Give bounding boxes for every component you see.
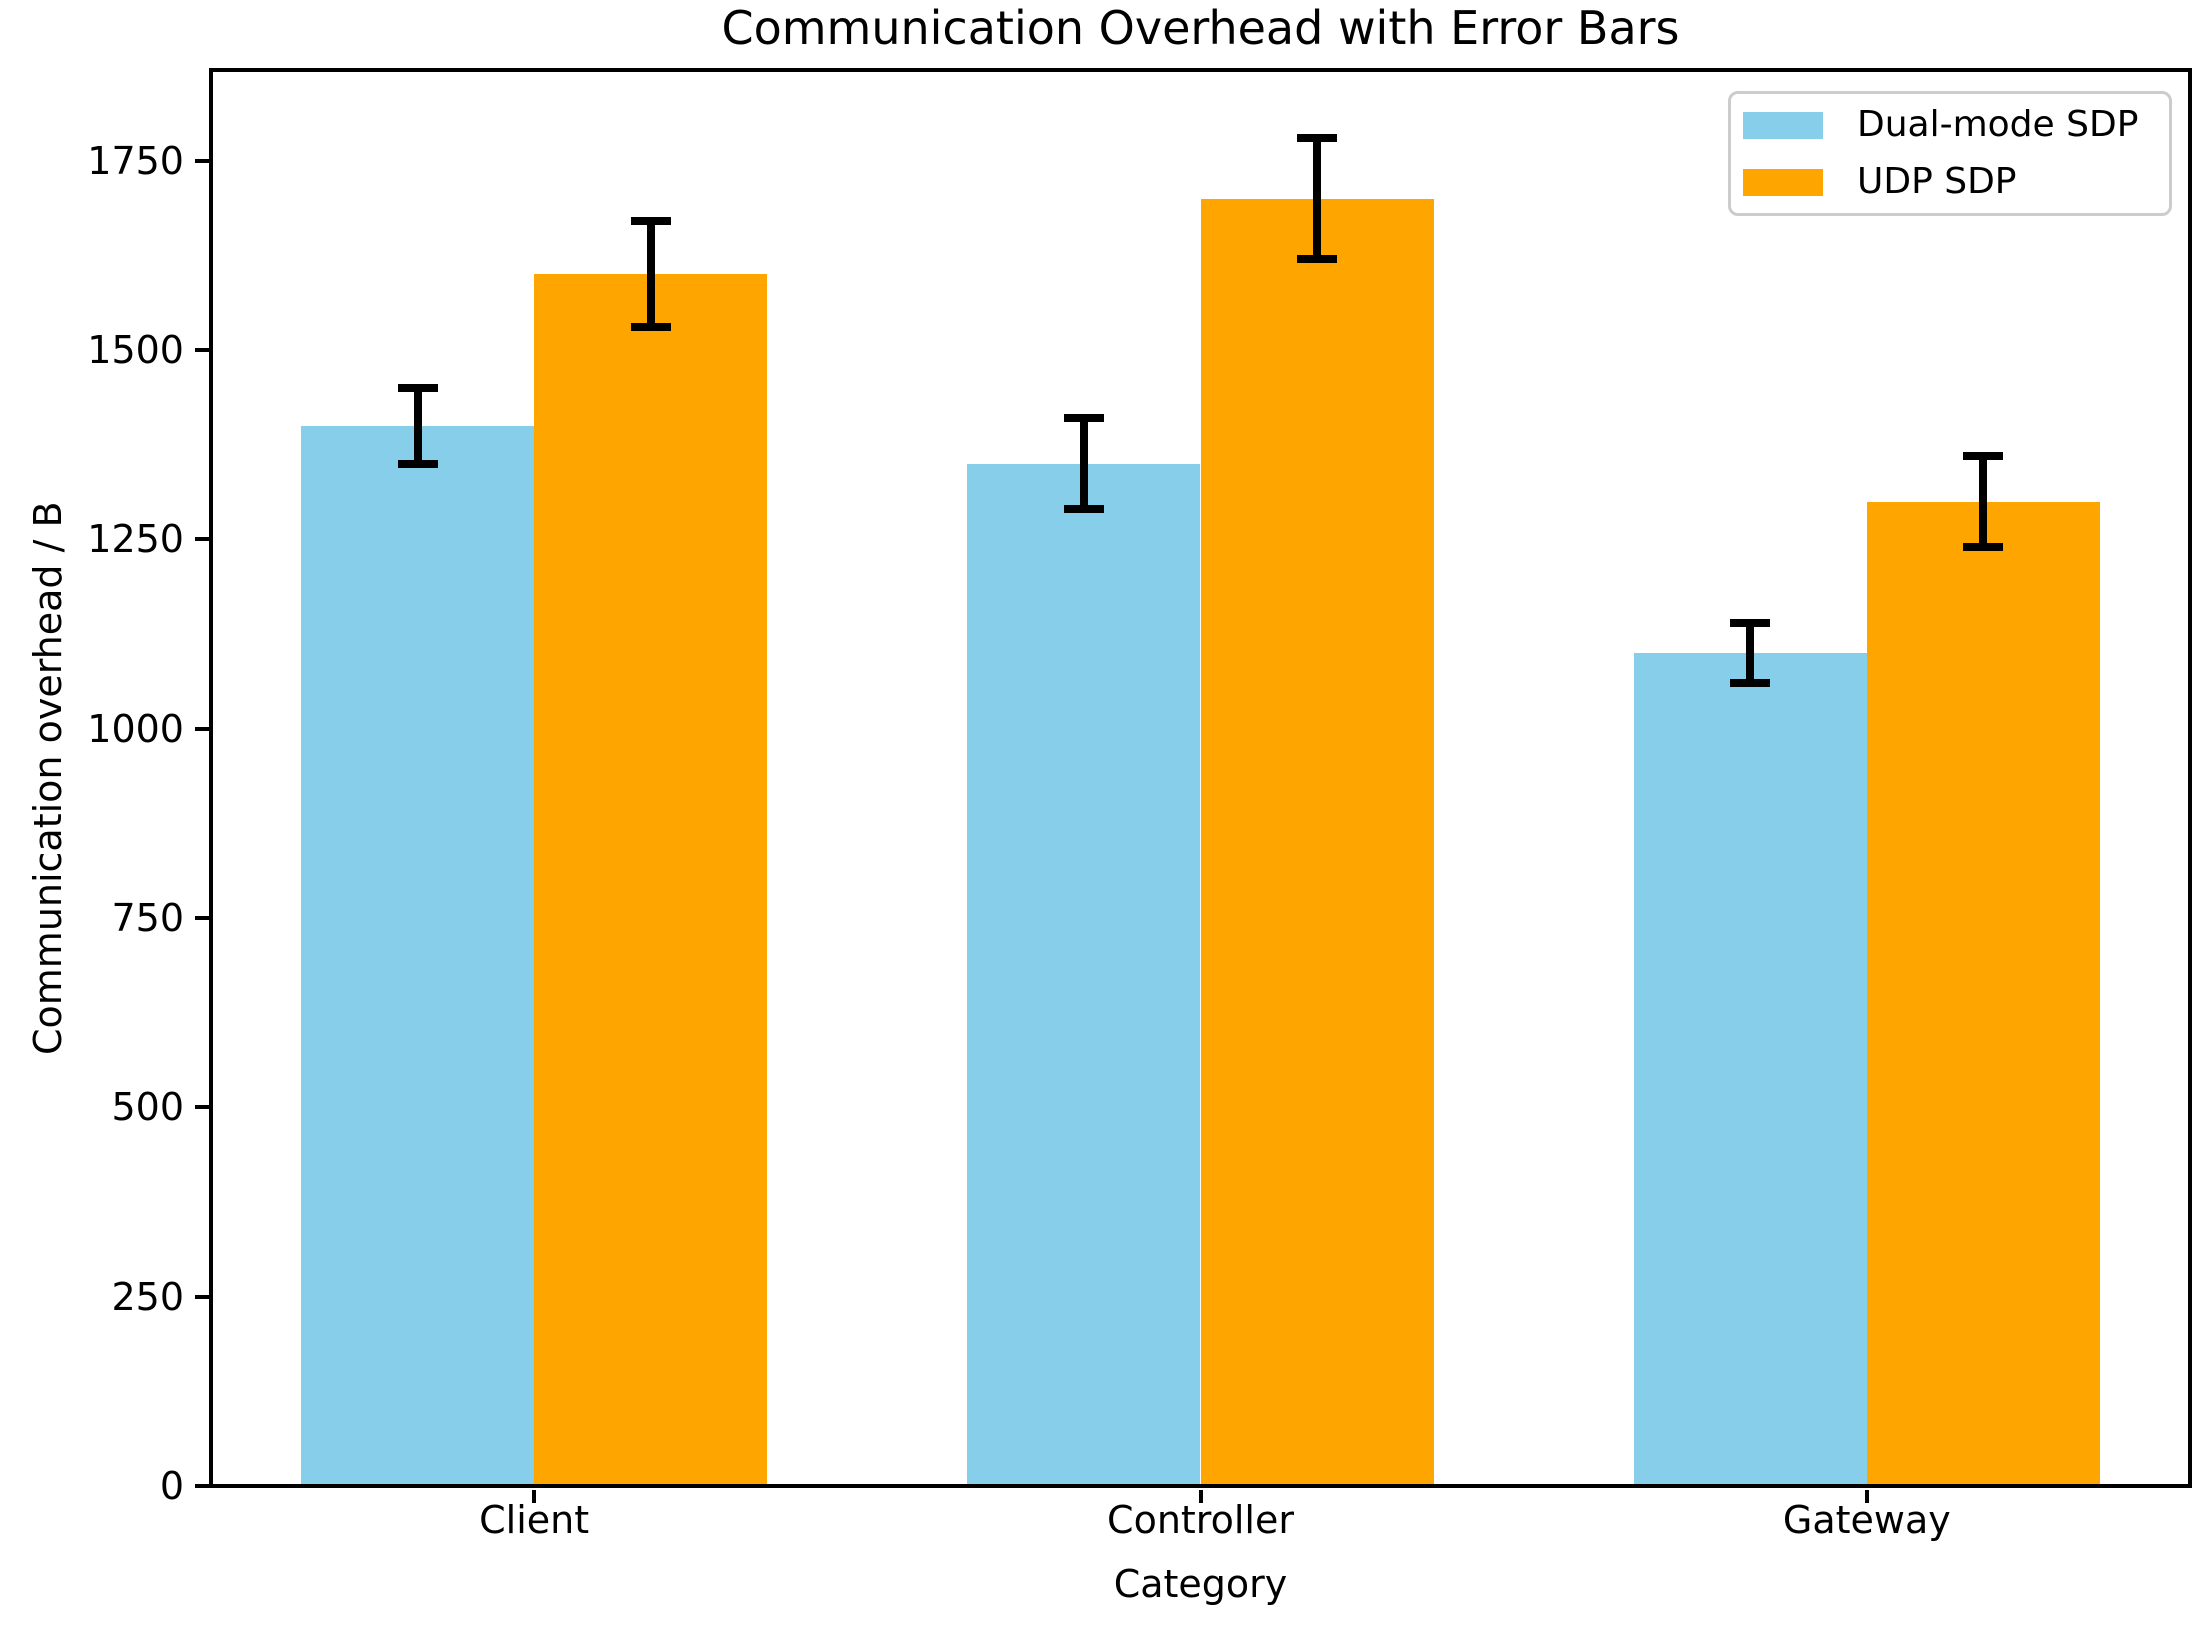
y-tick-mark [195, 916, 209, 921]
y-tick-label: 750 [111, 896, 184, 941]
legend-label: Dual-mode SDP [1857, 104, 2139, 145]
bar-dual-mode-sdp-gateway [1633, 653, 1867, 1486]
error-bar-cap [1297, 134, 1338, 143]
bar-dual-mode-sdp-controller [967, 463, 1201, 1486]
error-bar-stem [1313, 138, 1322, 260]
legend-item-udp-sdp: UDP SDP [1743, 162, 2169, 202]
error-bar-cap [1730, 618, 1771, 627]
legend-swatch-dual-mode-sdp [1743, 111, 1823, 139]
y-tick-label: 1750 [87, 138, 184, 183]
legend-item-dual-mode-sdp: Dual-mode SDP [1743, 105, 2169, 145]
error-bar-stem [1979, 456, 1988, 548]
y-axis-label: Communication overhead / B [26, 501, 70, 1055]
y-tick-label: 0 [159, 1464, 184, 1508]
error-bar-cap [1730, 679, 1771, 688]
plot-area: Dual-mode SDP UDP SDP [209, 68, 2192, 1488]
error-bar-cap [1963, 452, 2004, 461]
error-bar-stem [413, 388, 422, 464]
x-tick-label: Gateway [1782, 1498, 1951, 1542]
legend-swatch-udp-sdp [1743, 168, 1823, 196]
error-bar-cap [397, 459, 438, 468]
error-bar-cap [630, 323, 671, 332]
x-tick-mark [1198, 1490, 1203, 1503]
y-tick-mark [195, 158, 209, 163]
y-tick-label: 1500 [87, 328, 184, 373]
bar-dual-mode-sdp-client [300, 425, 535, 1486]
error-bar-stem [1079, 418, 1088, 510]
legend: Dual-mode SDP UDP SDP [1728, 91, 2172, 216]
y-tick-label: 250 [111, 1274, 184, 1319]
y-tick-mark [195, 1484, 209, 1488]
x-tick-label: Client [479, 1498, 590, 1542]
error-bar-cap [397, 384, 438, 393]
error-bar-cap [1063, 414, 1104, 423]
error-bar-cap [1063, 505, 1104, 514]
error-bar-cap [1963, 543, 2004, 552]
x-tick-mark [1864, 1490, 1869, 1503]
y-tick-label: 500 [111, 1085, 184, 1130]
bar-udp-sdp-gateway [1866, 501, 2101, 1486]
bar-udp-sdp-client [534, 274, 768, 1486]
y-tick-label: 1250 [87, 517, 184, 562]
error-bar-cap [630, 217, 671, 226]
y-tick-mark [195, 1294, 209, 1299]
error-bar-cap [1297, 255, 1338, 264]
y-tick-mark [195, 348, 209, 353]
error-bar-stem [1746, 622, 1755, 684]
error-bar-stem [646, 221, 655, 328]
y-tick-mark [195, 537, 209, 542]
chart-title: Communication Overhead with Error Bars [721, 1, 1680, 55]
y-tick-mark [195, 726, 209, 731]
y-tick-label: 1000 [87, 706, 184, 751]
x-axis-label: Category [1113, 1562, 1288, 1606]
x-tick-mark [532, 1490, 537, 1503]
bar-udp-sdp-controller [1200, 198, 1434, 1486]
x-tick-label: Controller [1107, 1498, 1294, 1542]
legend-label: UDP SDP [1857, 161, 2017, 202]
y-tick-mark [195, 1105, 209, 1110]
